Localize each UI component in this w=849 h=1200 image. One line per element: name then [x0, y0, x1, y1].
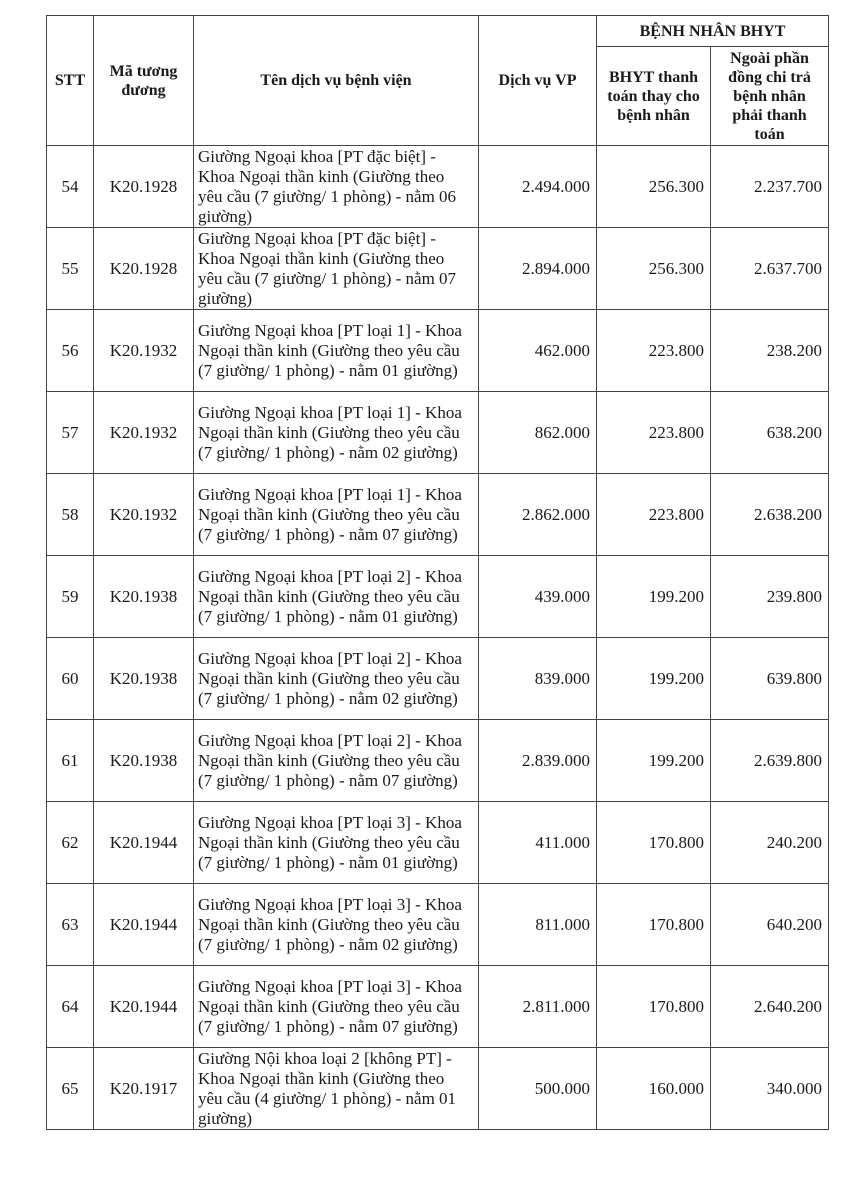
cell-ngoai: 239.800 — [709, 555, 830, 638]
table-row: 64 K20.1944 Giường Ngoại khoa [PT loại 3] … — [46, 965, 830, 1048]
cell-bhyt: 223.800 — [596, 309, 711, 392]
cell-dichvu-vp: 2.839.000 — [478, 719, 597, 802]
cell-ma: K20.1932 — [93, 309, 194, 392]
cell-ma: K20.1944 — [93, 965, 194, 1048]
cell-bhyt: 199.200 — [596, 637, 711, 720]
cell-ten: Giường Ngoại khoa [PT loại 2] - Khoa Ngo… — [193, 719, 479, 802]
table-row: 57 K20.1932 Giường Ngoại khoa [PT loại 1] … — [46, 391, 830, 474]
header-ma: Mã tương đương — [93, 15, 194, 146]
cell-ten: Giường Ngoại khoa [PT loại 3] - Khoa Ngo… — [193, 883, 479, 966]
table-row: 60 K20.1938 Giường Ngoại khoa [PT loại 2] … — [46, 637, 830, 720]
price-table: STT Mã tương đương Tên dịch vụ bệnh viện… — [46, 15, 830, 1130]
cell-ten: Giường Ngoại khoa [PT loại 3] - Khoa Ngo… — [193, 801, 479, 884]
cell-ngoai: 2.638.200 — [709, 473, 830, 556]
cell-stt: 63 — [46, 883, 94, 966]
cell-stt: 61 — [46, 719, 94, 802]
cell-ma: K20.1938 — [93, 555, 194, 638]
cell-bhyt: 256.300 — [596, 145, 711, 228]
cell-stt: 65 — [46, 1047, 94, 1130]
header-bhyt: BHYT thanh toán thay cho bệnh nhân — [596, 46, 711, 146]
cell-dichvu-vp: 2.494.000 — [478, 145, 597, 228]
cell-bhyt: 170.800 — [596, 801, 711, 884]
cell-stt: 59 — [46, 555, 94, 638]
table-row: 54 K20.1928 Giường Ngoại khoa [PT đặc biệt… — [46, 145, 830, 228]
header-group-bhyt: BỆNH NHÂN BHYT — [595, 15, 830, 47]
cell-stt: 57 — [46, 391, 94, 474]
cell-dichvu-vp: 839.000 — [478, 637, 597, 720]
cell-stt: 54 — [46, 145, 94, 228]
cell-ten: Giường Ngoại khoa [PT đặc biệt] - Khoa N… — [193, 145, 479, 228]
cell-ngoai: 640.200 — [709, 883, 830, 966]
cell-bhyt: 170.800 — [596, 883, 711, 966]
cell-ten: Giường Ngoại khoa [PT loại 1] - Khoa Ngo… — [193, 309, 479, 392]
cell-bhyt: 223.800 — [596, 391, 711, 474]
cell-dichvu-vp: 2.811.000 — [478, 965, 597, 1048]
cell-dichvu-vp: 862.000 — [478, 391, 597, 474]
cell-ngoai: 238.200 — [709, 309, 830, 392]
cell-ten: Giường Ngoại khoa [PT loại 1] - Khoa Ngo… — [193, 391, 479, 474]
cell-dichvu-vp: 2.894.000 — [478, 227, 597, 310]
cell-bhyt: 223.800 — [596, 473, 711, 556]
cell-ten: Giường Ngoại khoa [PT loại 2] - Khoa Ngo… — [193, 555, 479, 638]
cell-stt: 64 — [46, 965, 94, 1048]
table-row: 56 K20.1932 Giường Ngoại khoa [PT loại 1] … — [46, 309, 830, 392]
cell-ma: K20.1944 — [93, 801, 194, 884]
cell-ma: K20.1938 — [93, 637, 194, 720]
table-row: 55 K20.1928 Giường Ngoại khoa [PT đặc biệt… — [46, 227, 830, 310]
cell-ma: K20.1932 — [93, 391, 194, 474]
cell-dichvu-vp: 439.000 — [478, 555, 597, 638]
cell-ma: K20.1917 — [93, 1047, 194, 1130]
cell-ngoai: 2.640.200 — [709, 965, 830, 1048]
cell-stt: 62 — [46, 801, 94, 884]
table-row: 65 K20.1917 Giường Nội khoa loại 2 [không … — [46, 1047, 830, 1130]
cell-ten: Giường Ngoại khoa [PT đặc biệt] - Khoa N… — [193, 227, 479, 310]
cell-ma: K20.1932 — [93, 473, 194, 556]
header-ten: Tên dịch vụ bệnh viện — [193, 15, 479, 146]
table-row: 58 K20.1932 Giường Ngoại khoa [PT loại 1] … — [46, 473, 830, 556]
cell-dichvu-vp: 811.000 — [478, 883, 597, 966]
cell-ngoai: 2.639.800 — [709, 719, 830, 802]
cell-ma: K20.1928 — [93, 227, 194, 310]
cell-bhyt: 256.300 — [596, 227, 711, 310]
cell-bhyt: 199.200 — [596, 719, 711, 802]
cell-dichvu-vp: 411.000 — [478, 801, 597, 884]
cell-ma: K20.1928 — [93, 145, 194, 228]
cell-dichvu-vp: 500.000 — [478, 1047, 597, 1130]
cell-ngoai: 240.200 — [709, 801, 830, 884]
table-row: 62 K20.1944 Giường Ngoại khoa [PT loại 3] … — [46, 801, 830, 884]
header-dichvu: Dịch vụ VP — [478, 15, 597, 146]
cell-stt: 55 — [46, 227, 94, 310]
cell-ma: K20.1944 — [93, 883, 194, 966]
table-row: 61 K20.1938 Giường Ngoại khoa [PT loại 2] … — [46, 719, 830, 802]
cell-ten: Giường Ngoại khoa [PT loại 2] - Khoa Ngo… — [193, 637, 479, 720]
cell-ngoai: 2.637.700 — [709, 227, 830, 310]
cell-dichvu-vp: 2.862.000 — [478, 473, 597, 556]
cell-ten: Giường Ngoại khoa [PT loại 3] - Khoa Ngo… — [193, 965, 479, 1048]
table-row: 63 K20.1944 Giường Ngoại khoa [PT loại 3] … — [46, 883, 830, 966]
cell-stt: 58 — [46, 473, 94, 556]
cell-stt: 60 — [46, 637, 94, 720]
cell-bhyt: 199.200 — [596, 555, 711, 638]
cell-ngoai: 639.800 — [709, 637, 830, 720]
cell-stt: 56 — [46, 309, 94, 392]
header-stt: STT — [46, 15, 94, 146]
cell-ten: Giường Nội khoa loại 2 [không PT] - Khoa… — [193, 1047, 479, 1130]
cell-ten: Giường Ngoại khoa [PT loại 1] - Khoa Ngo… — [193, 473, 479, 556]
header-ngoai: Ngoài phần đồng chi trả bệnh nhân phải t… — [709, 46, 830, 146]
cell-ngoai: 340.000 — [709, 1047, 830, 1130]
cell-bhyt: 160.000 — [596, 1047, 711, 1130]
cell-dichvu-vp: 462.000 — [478, 309, 597, 392]
cell-ngoai: 2.237.700 — [709, 145, 830, 228]
table-row: 59 K20.1938 Giường Ngoại khoa [PT loại 2] … — [46, 555, 830, 638]
cell-ma: K20.1938 — [93, 719, 194, 802]
cell-bhyt: 170.800 — [596, 965, 711, 1048]
cell-ngoai: 638.200 — [709, 391, 830, 474]
